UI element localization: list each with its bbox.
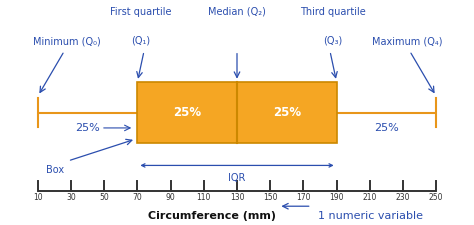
- Text: 50: 50: [100, 193, 109, 202]
- Text: 25%: 25%: [75, 123, 100, 133]
- Text: Third quartile: Third quartile: [301, 7, 366, 17]
- Text: Maximum (Q₄): Maximum (Q₄): [372, 36, 443, 46]
- Text: IQR: IQR: [228, 173, 246, 183]
- Text: Box: Box: [46, 165, 64, 176]
- Text: 1 numeric variable: 1 numeric variable: [318, 211, 423, 221]
- Text: 150: 150: [263, 193, 277, 202]
- Text: 170: 170: [296, 193, 310, 202]
- Text: Circumference (mm): Circumference (mm): [148, 211, 276, 221]
- Text: 130: 130: [230, 193, 244, 202]
- Text: 210: 210: [363, 193, 377, 202]
- Text: 25%: 25%: [374, 123, 399, 133]
- Text: (Q₁): (Q₁): [131, 35, 150, 45]
- Text: 110: 110: [197, 193, 211, 202]
- Text: 25%: 25%: [173, 106, 201, 119]
- Text: 25%: 25%: [273, 106, 301, 119]
- Text: 10: 10: [33, 193, 43, 202]
- Text: 250: 250: [429, 193, 443, 202]
- Text: 190: 190: [329, 193, 344, 202]
- Text: Minimum (Q₀): Minimum (Q₀): [33, 36, 100, 46]
- Text: 90: 90: [166, 193, 175, 202]
- Text: Median (Q₂): Median (Q₂): [208, 7, 266, 17]
- Text: 30: 30: [66, 193, 76, 202]
- Text: First quartile: First quartile: [110, 7, 172, 17]
- Text: (Q₃): (Q₃): [324, 35, 343, 45]
- Text: 230: 230: [396, 193, 410, 202]
- Text: 70: 70: [133, 193, 142, 202]
- Bar: [137, 82, 337, 143]
